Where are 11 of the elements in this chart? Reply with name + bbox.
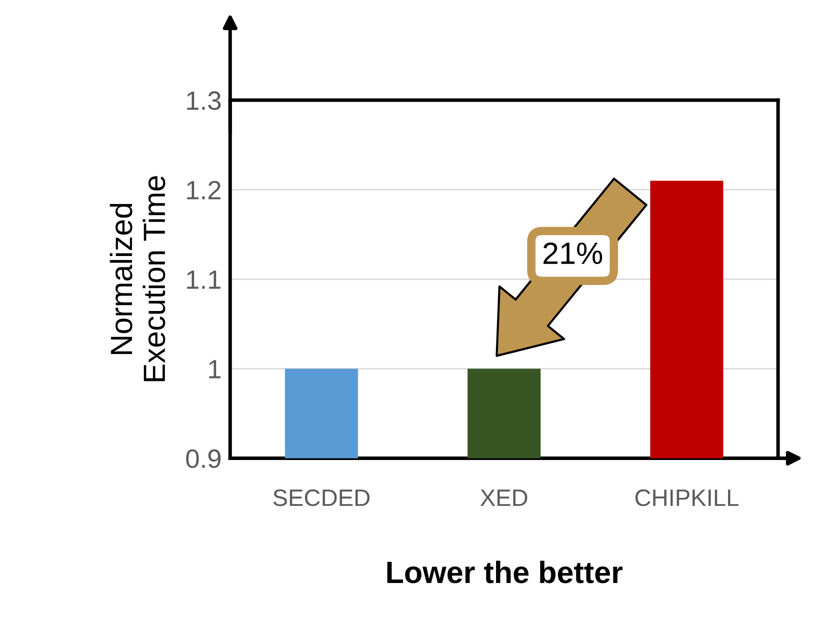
annotation: 21% (544, 242, 602, 264)
x-tick-label: CHIPKILL (635, 489, 738, 506)
x-tick-label: XED (480, 490, 528, 506)
x-axis-title: Lower the better (387, 560, 622, 584)
y-tick-label: 1.2 (187, 180, 220, 200)
y-tick-label: 1.1 (187, 270, 221, 289)
y-tick-label: 0.9 (186, 449, 221, 468)
y-axis-title: Normalized Execution Time (110, 176, 166, 382)
y-tick-label: 1.3 (187, 91, 221, 110)
x-tick-label: SECDED (273, 489, 370, 506)
y-tick-label: 1 (209, 360, 221, 378)
